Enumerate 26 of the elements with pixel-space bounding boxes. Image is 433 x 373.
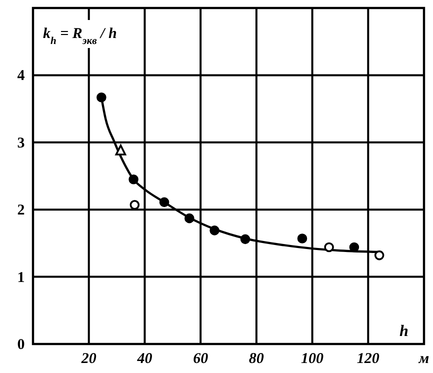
- y-tick-label: 0: [17, 337, 25, 353]
- point: [349, 242, 360, 252]
- x-tick-label: м: [418, 351, 430, 367]
- point: [240, 234, 250, 244]
- point: [184, 213, 194, 224]
- point: [210, 226, 220, 236]
- x-tick-label: 20: [80, 351, 97, 367]
- point: [324, 242, 334, 252]
- x-tick-label: 40: [136, 351, 153, 367]
- y-tick-label: 4: [17, 68, 26, 84]
- point: [115, 144, 126, 156]
- point: [96, 92, 106, 102]
- y-tick-label: 2: [17, 202, 25, 219]
- y-tick-label: 1: [17, 270, 25, 286]
- point: [128, 174, 138, 184]
- y-tick-label: 3: [17, 135, 25, 152]
- x-tick-label: 60: [193, 351, 209, 367]
- point: [374, 250, 384, 260]
- x-tick-label: 80: [248, 351, 264, 367]
- point: [159, 197, 170, 208]
- x-tick-label: 100: [301, 351, 324, 367]
- x-axis-title: h: [400, 323, 409, 340]
- point: [130, 200, 140, 210]
- x-tick-label: 120: [356, 351, 380, 367]
- point: [297, 234, 308, 244]
- y-axis-title: k$_{h}$ = R$_{экв}$ / h: [43, 26, 117, 46]
